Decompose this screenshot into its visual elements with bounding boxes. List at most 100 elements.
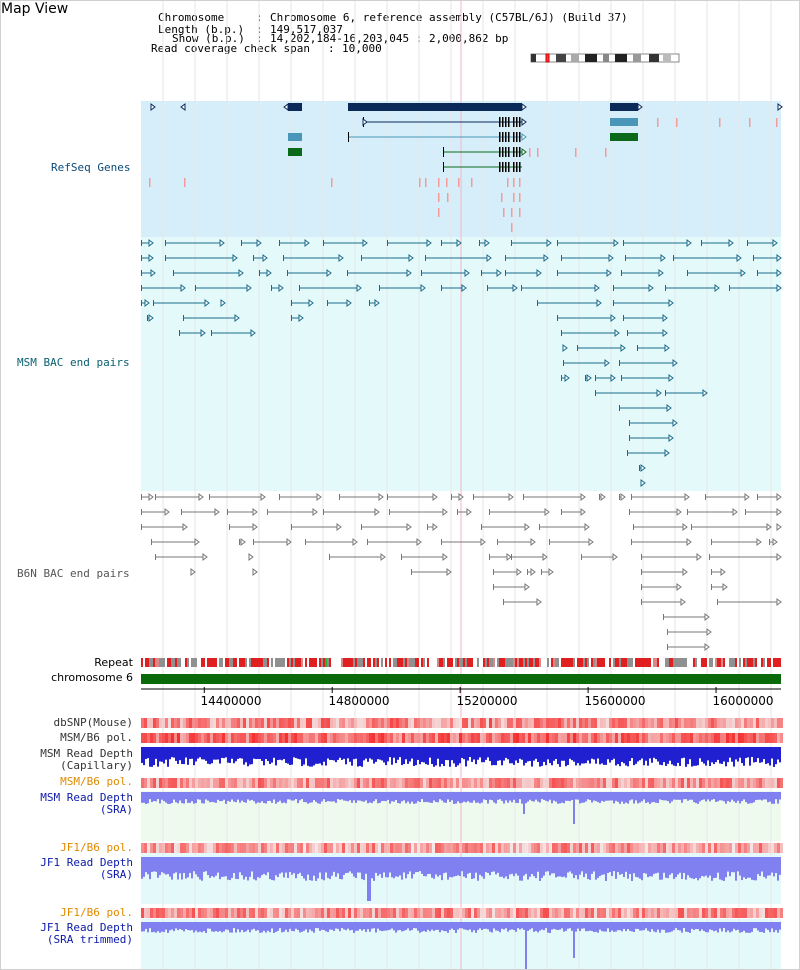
depth-bar [283, 792, 285, 803]
repeat-cell [647, 658, 649, 667]
depth-bar [761, 792, 763, 801]
depth-bar [179, 792, 181, 801]
depth-bar [635, 747, 637, 764]
depth-bar [577, 857, 579, 880]
heat-cell [549, 908, 552, 918]
depth-bar [755, 857, 757, 881]
heat-cell [738, 908, 741, 918]
msm-bac-end-pairs-track[interactable] [141, 239, 782, 487]
heat-cell [258, 778, 261, 788]
depth-bar [325, 857, 327, 873]
heat-cell [303, 733, 306, 743]
feature-arrow [362, 118, 368, 126]
heat-cell [540, 843, 543, 853]
heat-cell [777, 733, 780, 743]
depth-bar [593, 857, 595, 872]
bac-end [619, 405, 620, 411]
heat-cell [234, 843, 237, 853]
repeat-cell [377, 658, 379, 667]
heat-cell [432, 843, 435, 853]
heat-cell [447, 843, 450, 853]
depth-bar [667, 922, 669, 933]
repeat-cell [255, 658, 257, 667]
depth-bar [265, 792, 267, 804]
repeat-cell [573, 658, 575, 667]
heat-cell [243, 718, 246, 728]
heat-cell [669, 843, 672, 853]
depth-bar [405, 747, 407, 760]
depth-bar [229, 792, 231, 802]
repeat-cell [757, 658, 759, 667]
repeat-cell [259, 658, 261, 667]
depth-bar [239, 857, 241, 873]
depth-bar [583, 922, 585, 929]
depth-bar [621, 747, 623, 762]
depth-bar [501, 922, 503, 929]
repeat-cell [729, 658, 731, 667]
heat-cell [723, 778, 726, 788]
repeat-cell [279, 658, 281, 667]
heat-cell [357, 718, 360, 728]
heat-cell [192, 778, 195, 788]
repeat-cell [557, 658, 559, 667]
heat-cell [699, 908, 702, 918]
heat-cell [648, 908, 651, 918]
heat-cell [207, 718, 210, 728]
heat-cell [474, 843, 477, 853]
bac-end [557, 270, 558, 276]
snp-mark [529, 148, 531, 157]
bac-end-arrow [542, 553, 548, 561]
depth-bar [457, 747, 459, 766]
heat-cell [375, 908, 378, 918]
heat-cell [744, 778, 747, 788]
depth-bar [641, 747, 643, 759]
depth-bar [169, 857, 171, 877]
msm-bac-track-label[interactable]: MSM BAC end pairs [17, 356, 130, 369]
depth-bar [699, 922, 701, 932]
depth-bar [505, 747, 507, 758]
repeat-cell [571, 658, 573, 667]
depth-bar [143, 792, 145, 803]
bac-end [561, 330, 562, 336]
heat-cell [609, 778, 612, 788]
heat-cell [747, 778, 750, 788]
depth-bar [205, 792, 207, 800]
heat-cell [246, 843, 249, 853]
heat-cell [675, 843, 678, 853]
bac-end [769, 539, 770, 545]
depth-bar [189, 792, 191, 803]
heat-cell [666, 778, 669, 788]
heat-cell [459, 843, 462, 853]
b6n-bac-track-label[interactable]: B6N BAC end pairs [17, 567, 130, 580]
heat-cell [591, 733, 594, 743]
depth-bar [741, 922, 743, 933]
depth-bar [567, 747, 569, 765]
depth-bar [277, 857, 279, 878]
depth-bar [665, 747, 667, 766]
heat-cell [225, 843, 228, 853]
bac-end [481, 270, 482, 276]
depth-bar [339, 747, 341, 758]
heat-cell [780, 778, 783, 788]
snp-mark [511, 208, 513, 217]
heat-cell [768, 718, 771, 728]
depth-bar [421, 922, 423, 932]
b6n-bac-end-pairs-track[interactable] [141, 493, 782, 651]
heat-cell [414, 908, 417, 918]
depth-bar [499, 747, 501, 761]
heat-cell [387, 718, 390, 728]
heat-cell [714, 733, 717, 743]
bac-end [141, 285, 142, 291]
heat-cell [732, 843, 735, 853]
refseq-genes-track[interactable] [149, 103, 783, 232]
heat-cell [348, 718, 351, 728]
heat-cell [399, 908, 402, 918]
depth-bar [779, 792, 781, 800]
heat-cell [357, 733, 360, 743]
repeat-cell [431, 658, 433, 667]
refseq-track-label[interactable]: RefSeq Genes [51, 161, 131, 174]
heat-cell [336, 733, 339, 743]
chromosome-ideogram[interactable] [530, 53, 680, 63]
depth-bar [151, 857, 153, 872]
